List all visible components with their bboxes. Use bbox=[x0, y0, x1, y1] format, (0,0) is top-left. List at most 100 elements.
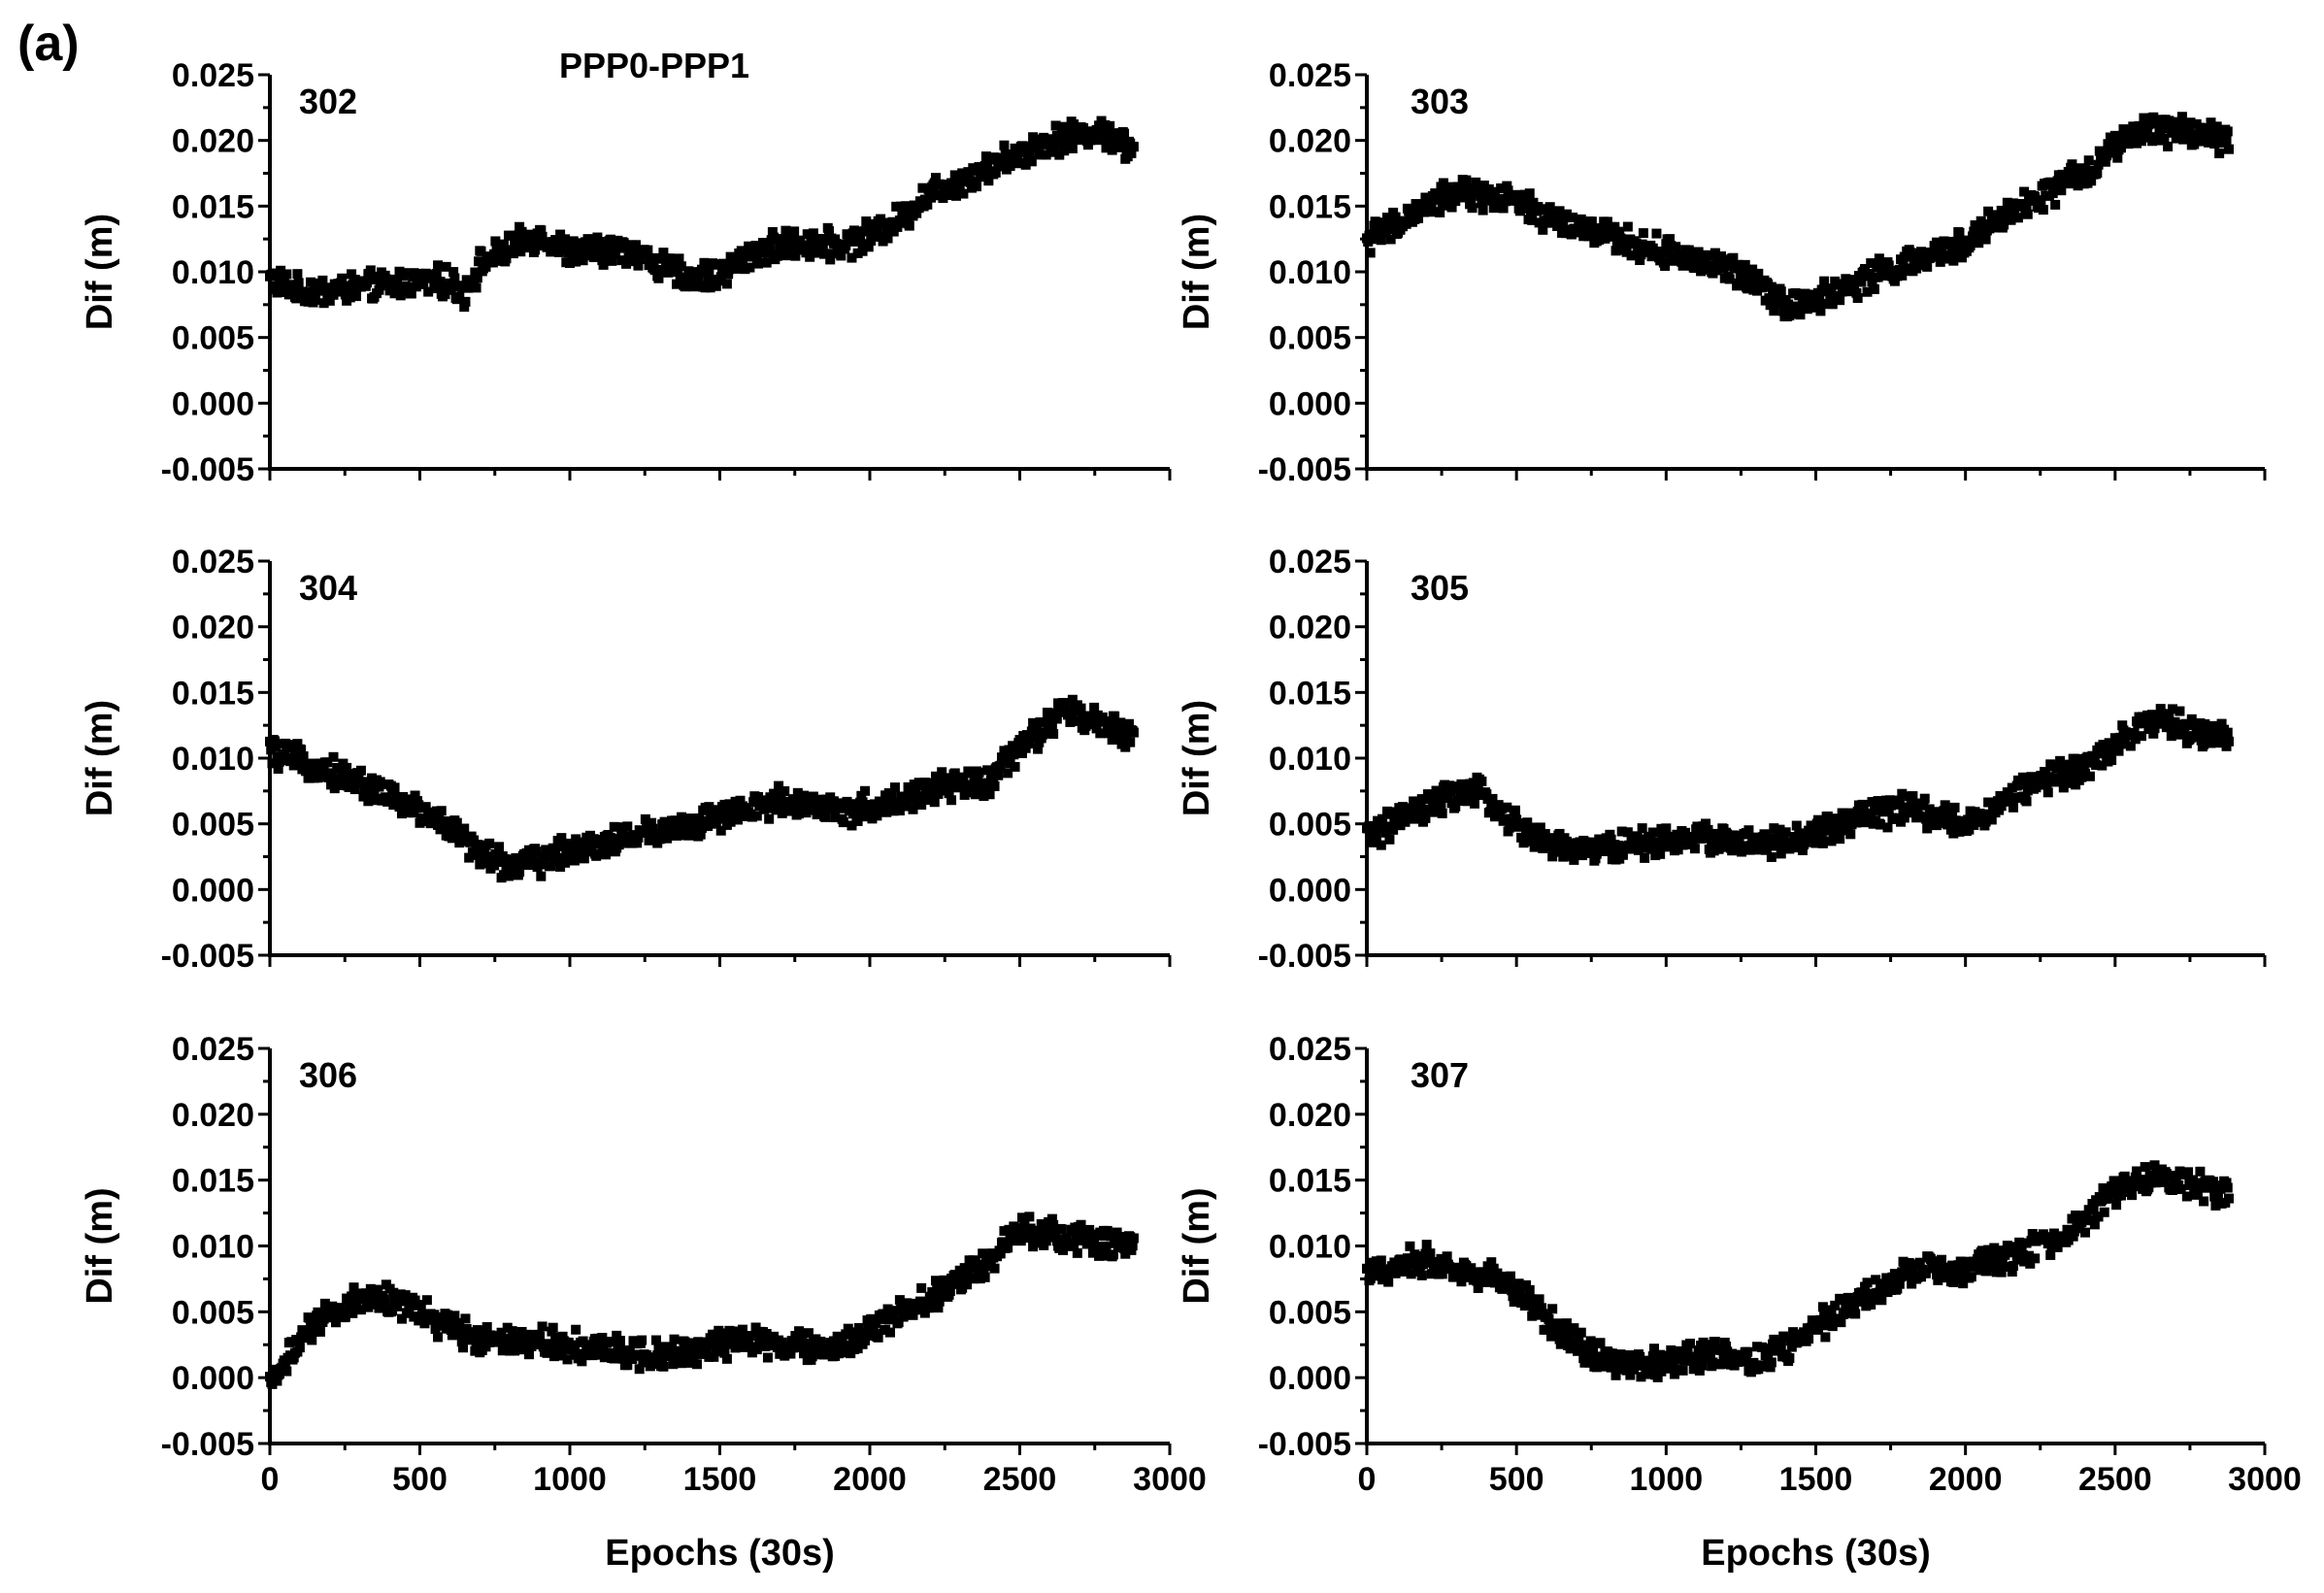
data-point bbox=[2047, 188, 2058, 199]
data-point bbox=[2051, 763, 2062, 774]
data-point bbox=[1003, 1243, 1013, 1253]
data-point bbox=[2204, 137, 2214, 148]
data-point bbox=[658, 248, 669, 258]
data-point bbox=[733, 814, 744, 825]
data-point bbox=[1444, 780, 1455, 791]
data-point bbox=[2118, 124, 2129, 135]
x-tick-label: 500 bbox=[1489, 1461, 1544, 1498]
data-point bbox=[337, 273, 348, 283]
data-point bbox=[1568, 213, 1578, 223]
data-point bbox=[1453, 1262, 1464, 1273]
data-point bbox=[1817, 838, 1828, 848]
data-point bbox=[2084, 771, 2095, 781]
data-point bbox=[531, 846, 542, 857]
y-tick-label: 0.010 bbox=[172, 741, 254, 778]
data-point bbox=[556, 833, 567, 844]
data-point bbox=[847, 820, 857, 831]
data-point bbox=[933, 788, 944, 799]
data-point bbox=[2224, 736, 2234, 747]
data-point bbox=[442, 1310, 452, 1320]
data-point bbox=[390, 274, 401, 284]
data-point bbox=[471, 282, 481, 293]
data-point bbox=[1735, 270, 1745, 281]
data-point bbox=[2192, 1188, 2203, 1199]
data-point bbox=[448, 267, 459, 278]
data-point bbox=[2168, 704, 2178, 714]
data-point bbox=[1461, 175, 1472, 185]
data-point bbox=[1704, 1344, 1714, 1355]
data-point bbox=[1958, 1278, 1969, 1289]
data-point bbox=[494, 842, 505, 852]
y-tick-label: 0.025 bbox=[1269, 544, 1351, 581]
data-point bbox=[1101, 143, 1112, 153]
data-point bbox=[1845, 829, 1856, 840]
data-point bbox=[324, 295, 335, 306]
data-point bbox=[1443, 182, 1453, 192]
x-tick-label: 1000 bbox=[1630, 1461, 1704, 1498]
data-point bbox=[544, 1339, 554, 1349]
data-point bbox=[546, 1344, 556, 1355]
data-point bbox=[735, 795, 746, 806]
data-point bbox=[1522, 817, 1533, 828]
data-point bbox=[327, 768, 338, 779]
data-point bbox=[1747, 264, 1758, 275]
data-point bbox=[1435, 794, 1445, 805]
data-point bbox=[916, 1282, 927, 1293]
data-point bbox=[276, 265, 286, 276]
data-point bbox=[1881, 1273, 1892, 1283]
panel-306: -0.005 0.000 0.005 0.010 0.015 0.020 0.025 0 500… bbox=[80, 1031, 1207, 1574]
data-point bbox=[2116, 1190, 2126, 1201]
data-point bbox=[307, 289, 317, 300]
data-point bbox=[1689, 844, 1700, 854]
data-point bbox=[1685, 1338, 1695, 1348]
data-point bbox=[1128, 1233, 1139, 1244]
data-point bbox=[1874, 253, 1884, 264]
data-point bbox=[459, 302, 470, 313]
data-point bbox=[665, 1351, 676, 1362]
data-point bbox=[860, 785, 871, 796]
data-point bbox=[1999, 219, 2009, 230]
data-point bbox=[2093, 1211, 2104, 1222]
data-point bbox=[1795, 310, 1806, 320]
data-point bbox=[1966, 1272, 1976, 1282]
data-point bbox=[1445, 786, 1456, 797]
data-point bbox=[288, 760, 299, 771]
data-point bbox=[680, 1337, 690, 1347]
data-point bbox=[802, 229, 813, 240]
data-point bbox=[820, 812, 831, 822]
data-point bbox=[1807, 828, 1817, 839]
data-point bbox=[1105, 717, 1115, 728]
data-point bbox=[562, 1354, 573, 1365]
data-point bbox=[282, 269, 292, 280]
data-point bbox=[322, 289, 333, 300]
data-point bbox=[1797, 845, 1808, 855]
data-point bbox=[1955, 1256, 1966, 1267]
data-point bbox=[647, 823, 658, 834]
data-point bbox=[1431, 785, 1442, 796]
data-point bbox=[2163, 141, 2174, 151]
data-point bbox=[1574, 845, 1584, 855]
data-point bbox=[1010, 761, 1020, 772]
data-point bbox=[1866, 258, 1876, 269]
data-point bbox=[2104, 738, 2114, 748]
data-point bbox=[1540, 829, 1550, 840]
data-point bbox=[2056, 185, 2067, 196]
data-point bbox=[1914, 1257, 1925, 1268]
data-point bbox=[1975, 1265, 1985, 1276]
data-point bbox=[1874, 1287, 1884, 1298]
data-point bbox=[2183, 1167, 2194, 1178]
data-point bbox=[1061, 1233, 1072, 1244]
y-tick-label: 0.020 bbox=[1269, 1097, 1351, 1134]
data-point bbox=[916, 800, 927, 811]
data-point bbox=[2075, 761, 2086, 772]
y-tick-label: 0.020 bbox=[1269, 610, 1351, 647]
data-point bbox=[978, 172, 988, 183]
data-point bbox=[2175, 706, 2185, 716]
data-point bbox=[2184, 122, 2195, 133]
data-point bbox=[2048, 1228, 2059, 1239]
data-point bbox=[1107, 735, 1117, 746]
data-point bbox=[1625, 1370, 1636, 1380]
data-point bbox=[420, 802, 431, 813]
y-tick-label: 0.025 bbox=[172, 544, 254, 581]
